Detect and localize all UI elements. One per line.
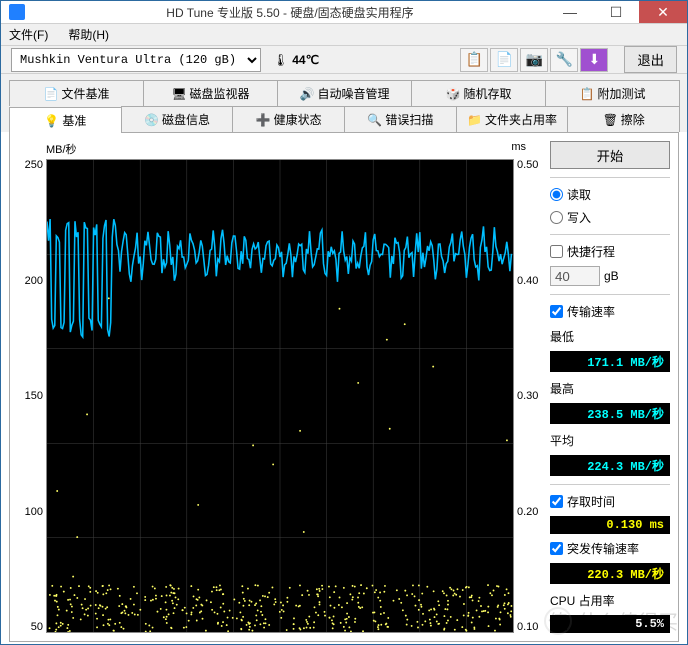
burst-rate-check[interactable]: 突发传输速率	[550, 540, 670, 557]
tab-icon: 🎲	[445, 87, 459, 101]
temperature: 🌡 44℃	[273, 53, 319, 67]
max-label: 最高	[550, 380, 670, 397]
tabs-area: 📄文件基准🖥磁盘监视器🔊自动噪音管理🎲随机存取📋附加测试 💡基准💿磁盘信息➕健康…	[1, 74, 687, 132]
cpu-value: 5.5%	[550, 615, 670, 633]
menubar: 文件(F) 帮助(H)	[1, 24, 687, 46]
tab-随机存取[interactable]: 🎲随机存取	[411, 80, 546, 106]
tab-错误扫描[interactable]: 🔍错误扫描	[344, 106, 457, 132]
min-value: 171.1 MB/秒	[550, 351, 670, 372]
minimize-button[interactable]: —	[547, 1, 593, 23]
drive-select[interactable]: Mushkin Ventura Ultra (120 gB)	[11, 48, 261, 72]
y-left-label: MB/秒	[46, 141, 77, 157]
benchmark-plot	[46, 159, 514, 633]
max-value: 238.5 MB/秒	[550, 403, 670, 424]
thermometer-icon: 🌡	[273, 53, 288, 67]
tab-文件基准[interactable]: 📄文件基准	[9, 80, 144, 106]
y-right-label: ms	[511, 141, 526, 157]
save-icon[interactable]: ⬇	[580, 48, 608, 72]
read-radio[interactable]: 读取	[550, 186, 670, 203]
access-value: 0.130 ms	[550, 516, 670, 534]
write-radio[interactable]: 写入	[550, 209, 670, 226]
y-left-axis: 25020015010050	[18, 159, 46, 633]
titlebar: HD Tune 专业版 5.50 - 硬盘/固态硬盘实用程序 — ☐ ✕	[1, 1, 687, 24]
side-panel: 开始 读取 写入 快捷行程 gB 传输速率 最低 171.1 MB/秒 最高 2…	[550, 141, 670, 633]
tab-icon: 🗑	[603, 113, 617, 127]
avg-value: 224.3 MB/秒	[550, 455, 670, 476]
tab-文件夹占用率[interactable]: 📁文件夹占用率	[456, 106, 569, 132]
short-stroke-input[interactable]	[550, 266, 600, 286]
temp-value: 44℃	[292, 53, 319, 67]
y-right-axis: 0.500.400.300.200.10	[514, 159, 544, 633]
tab-icon: 🖥	[171, 87, 185, 101]
tab-icon: 📋	[579, 87, 593, 101]
menu-help[interactable]: 帮助(H)	[64, 24, 113, 45]
chart-area: MB/秒 ms 25020015010050 0.500.400.300.200…	[18, 141, 544, 633]
tab-icon: 💡	[44, 114, 58, 128]
copy-info-icon[interactable]: 📋	[460, 48, 488, 72]
tab-基准[interactable]: 💡基准	[9, 107, 122, 133]
window-title: HD Tune 专业版 5.50 - 硬盘/固态硬盘实用程序	[33, 4, 547, 21]
tab-icon: 📄	[43, 87, 57, 101]
save-screenshot-icon[interactable]: 📷	[520, 48, 548, 72]
burst-value: 220.3 MB/秒	[550, 563, 670, 584]
tab-磁盘监视器[interactable]: 🖥磁盘监视器	[143, 80, 278, 106]
avg-label: 平均	[550, 432, 670, 449]
cpu-label: CPU 占用率	[550, 592, 670, 609]
options-icon[interactable]: 🔧	[550, 48, 578, 72]
tab-磁盘信息[interactable]: 💿磁盘信息	[121, 106, 234, 132]
min-label: 最低	[550, 328, 670, 345]
tab-健康状态[interactable]: ➕健康状态	[232, 106, 345, 132]
exit-button[interactable]: 退出	[624, 46, 677, 73]
tab-自动噪音管理[interactable]: 🔊自动噪音管理	[277, 80, 412, 106]
app-icon	[9, 4, 25, 20]
start-button[interactable]: 开始	[550, 141, 670, 169]
tab-icon: 🔊	[299, 87, 313, 101]
copy-screenshot-icon[interactable]: 📄	[490, 48, 518, 72]
tab-附加测试[interactable]: 📋附加测试	[545, 80, 680, 106]
close-button[interactable]: ✕	[639, 1, 687, 23]
toolbar: Mushkin Ventura Ultra (120 gB) 🌡 44℃ 📋 📄…	[1, 46, 687, 74]
transfer-rate-check[interactable]: 传输速率	[550, 303, 670, 320]
tab-icon: 📁	[467, 113, 481, 127]
tab-icon: ➕	[256, 113, 270, 127]
access-time-check[interactable]: 存取时间	[550, 493, 670, 510]
short-stroke-check[interactable]: 快捷行程	[550, 243, 670, 260]
tab-icon: 💿	[144, 113, 158, 127]
maximize-button[interactable]: ☐	[593, 1, 639, 23]
tab-icon: 🔍	[367, 113, 381, 127]
tab-擦除[interactable]: 🗑擦除	[567, 106, 680, 132]
menu-file[interactable]: 文件(F)	[5, 24, 52, 45]
